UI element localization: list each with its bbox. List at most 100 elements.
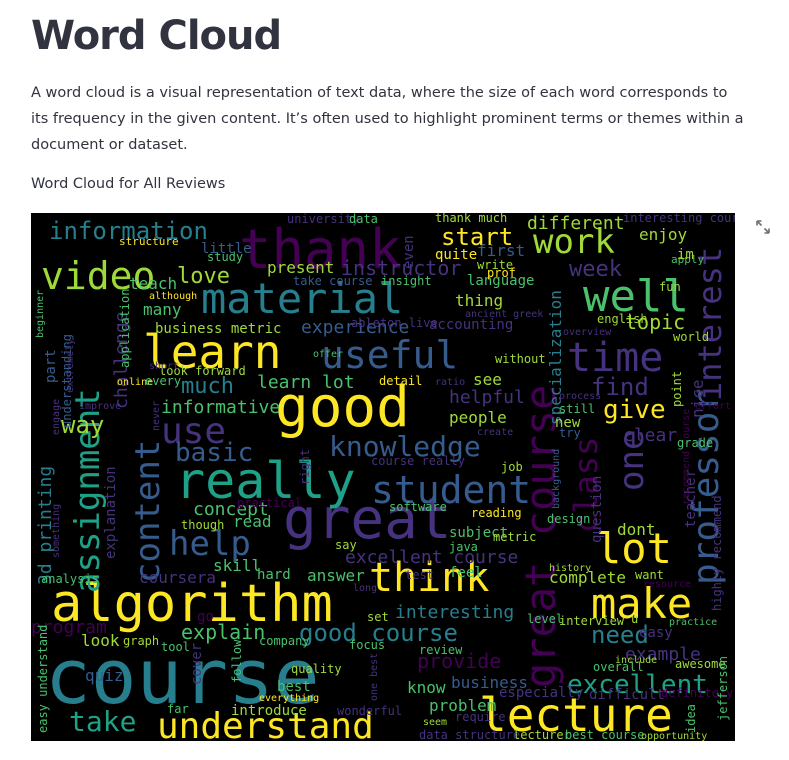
word-background: background xyxy=(551,449,562,509)
word-extremely: extremely xyxy=(65,339,76,393)
word-material: material xyxy=(201,274,403,323)
word-without: without xyxy=(495,352,546,366)
word-teacher: teacher xyxy=(683,469,699,528)
word-create: create xyxy=(477,427,513,438)
word-cloud-image: course good great great course algorithm real… xyxy=(31,213,735,741)
word-especially: especially xyxy=(499,685,583,701)
word-level: level xyxy=(527,612,563,626)
word-content: content xyxy=(128,440,168,583)
word-company: company xyxy=(259,634,310,648)
word-good-course: good course xyxy=(299,619,458,647)
word-learn: learn xyxy=(143,325,281,379)
word-university: university xyxy=(287,213,359,226)
word-well: well xyxy=(583,271,689,322)
word-part: part xyxy=(43,349,59,383)
word-answer: answer xyxy=(307,566,365,585)
word-language: language xyxy=(467,273,534,289)
word-take: take xyxy=(69,705,136,738)
word-thing: thing xyxy=(455,291,503,310)
word-information: information xyxy=(49,217,208,245)
word-write: write xyxy=(477,258,513,272)
word-experience: experience xyxy=(301,317,409,338)
word-many: many xyxy=(143,300,182,319)
word-coursera: coursera xyxy=(139,568,216,587)
word-program: program xyxy=(31,617,107,638)
word-want: want xyxy=(635,568,664,582)
word-new: new xyxy=(555,415,581,431)
word-seem: seem xyxy=(423,717,447,728)
word-business: business xyxy=(451,673,528,692)
page-title: Word Cloud xyxy=(31,13,282,59)
word-helpful: helpful xyxy=(449,387,525,408)
word-insight: insight xyxy=(381,274,432,288)
word-overall: overall xyxy=(593,660,644,674)
word-great: great xyxy=(283,487,452,552)
word-work: work xyxy=(533,222,615,262)
word-example: example xyxy=(625,644,701,665)
word-know: know xyxy=(407,678,446,697)
word-try: try xyxy=(559,426,581,440)
word-long: long xyxy=(353,583,377,594)
word-easy: easy xyxy=(639,625,673,641)
word-challenge: challenge xyxy=(111,311,132,409)
word-clear: clear xyxy=(623,425,677,446)
word-say: say xyxy=(335,538,357,552)
word-effort: effort xyxy=(695,401,731,412)
word-professor: professor xyxy=(686,390,727,585)
word-week: week xyxy=(569,257,622,282)
word-think: think xyxy=(369,555,489,601)
word-look: look xyxy=(81,631,120,650)
word-idea: idea xyxy=(684,704,698,733)
word-really: really xyxy=(175,452,356,510)
word-informative: informative xyxy=(161,397,280,418)
word-reading: reading xyxy=(471,506,522,520)
word-even: even xyxy=(401,235,417,269)
word-easy-understand: easy understand xyxy=(36,625,50,733)
word-engage: engage xyxy=(51,399,62,435)
word-explain: explain xyxy=(181,620,265,644)
word-something: something xyxy=(51,504,62,558)
word-student: student xyxy=(371,468,531,512)
word-practice: practice xyxy=(669,617,717,628)
fullscreen-button[interactable] xyxy=(753,219,773,239)
word-cloud-caption: Word Cloud for All Reviews xyxy=(31,176,226,192)
word-thank-much: thank much xyxy=(435,213,507,225)
word-present: present xyxy=(267,258,334,277)
word-design: design xyxy=(547,512,590,526)
word-improve: improve xyxy=(79,401,121,412)
word-knowledge: knowledge xyxy=(329,430,481,463)
word-use: use xyxy=(161,411,226,452)
word-read: read xyxy=(233,512,272,531)
word-hard: hard xyxy=(257,567,291,583)
word-give: give xyxy=(603,395,666,425)
word-set: set xyxy=(367,610,389,624)
word-specialization: specialization xyxy=(546,290,565,425)
word-process: process xyxy=(559,391,601,402)
word-fun: fun xyxy=(659,280,681,294)
word-feel: feel xyxy=(449,565,483,581)
word-im: im xyxy=(677,247,694,263)
word-help: help xyxy=(169,524,251,564)
word-good: good xyxy=(275,375,410,440)
word-best: best xyxy=(277,679,311,695)
word-data-structure: data structure xyxy=(419,728,520,741)
word-interesting-course: interesting course xyxy=(623,213,735,225)
word-application: application xyxy=(118,289,132,368)
word-skill: skill xyxy=(213,556,261,575)
word-instructor: instructor xyxy=(341,256,461,280)
word-though: though xyxy=(181,518,224,532)
word-highly-recommend: highly recommend xyxy=(710,495,724,611)
word-nice: nice xyxy=(688,379,707,418)
word-far: far xyxy=(167,702,189,716)
word-start: start xyxy=(441,223,513,251)
word-although: although xyxy=(149,291,197,302)
word-understanding: understanding xyxy=(60,334,74,428)
word-apply: apply xyxy=(671,253,704,266)
word-one: one xyxy=(612,430,652,491)
word-recommend-course: recommend course xyxy=(681,409,692,505)
word-cloud-background xyxy=(31,213,735,741)
word-accounting: accounting xyxy=(429,317,513,333)
word-excellent: excellent xyxy=(567,670,708,700)
word-algorithm: algorithm xyxy=(51,574,333,634)
word-metric: metric xyxy=(493,530,536,544)
